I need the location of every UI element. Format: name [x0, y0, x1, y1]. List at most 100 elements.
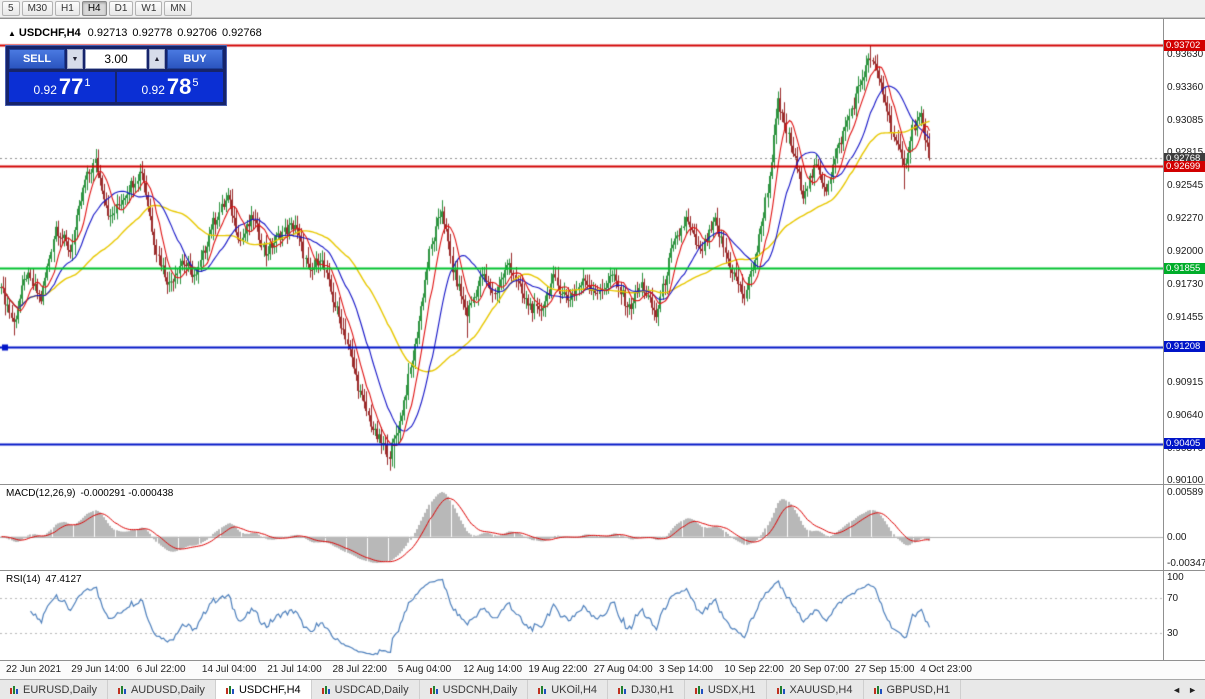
period-button-d1[interactable]: D1 [108, 1, 134, 16]
ohlc-high: 0.92778 [132, 27, 173, 39]
price-tag: 0.93702 [1164, 39, 1205, 51]
period-button-5[interactable]: 5 [2, 1, 20, 16]
quote-row: 0.92771 0.92785 [9, 72, 223, 102]
chart-icon [225, 685, 235, 694]
chart-icon [117, 685, 127, 694]
ask-price-display[interactable]: 0.92785 [117, 72, 223, 102]
time-axis-label: 4 Oct 23:00 [920, 664, 972, 675]
period-toolbar: 5 M30 H1 H4 D1 W1 MN [0, 0, 1205, 18]
macd-scale: 0.00589 0.00 -0.00347 [1163, 485, 1205, 570]
chart-tab-audusd[interactable]: AUDUSD,Daily [108, 680, 216, 699]
chart-tab-usdcad[interactable]: USDCAD,Daily [312, 680, 420, 699]
chart-symbol-label: USDCHF,H4 [18, 27, 81, 39]
trade-controls-row: SELL ▼ ▲ BUY [9, 49, 223, 69]
rsi-scale-label: 100 [1167, 572, 1184, 583]
macd-label: MACD(12,26,9) -0.000291 -0.000438 [6, 488, 179, 499]
price-tick-label: 0.93360 [1167, 81, 1204, 93]
chart-icon [321, 685, 331, 694]
chart-tabs: EURUSD,Daily AUDUSD,Daily USDCHF,H4 USDCAD,… [0, 680, 1164, 699]
time-axis-label: 29 Jun 14:00 [71, 664, 130, 675]
bid-price-display[interactable]: 0.92771 [9, 72, 115, 102]
rsi-scale-label: 30 [1167, 628, 1179, 640]
chart-icon [873, 685, 883, 694]
price-tick-label: 0.90100 [1167, 475, 1204, 487]
volume-input[interactable] [85, 49, 147, 69]
macd-canvas[interactable] [0, 485, 1163, 570]
ask-prefix: 0.92 [141, 83, 165, 97]
buy-button[interactable]: BUY [167, 49, 223, 69]
macd-values: -0.000291 -0.000438 [80, 488, 174, 499]
tab-label: XAUUSD,H4 [789, 683, 853, 696]
ohlc-close: 0.92768 [221, 27, 262, 39]
price-tick-label: 0.92270 [1167, 213, 1204, 225]
time-axis[interactable]: 22 Jun 2021 29 Jun 14:00 6 Jul 22:00 14 Jul… [0, 660, 1205, 679]
period-button-w1[interactable]: W1 [135, 1, 163, 16]
price-tag: 0.91208 [1164, 341, 1205, 353]
bid-prefix: 0.92 [33, 83, 57, 97]
price-tick-label: 0.92000 [1167, 245, 1204, 257]
bid-big-digits: 77 [58, 74, 84, 99]
one-click-collapse-icon[interactable]: ▲ [8, 29, 16, 38]
rsi-canvas[interactable] [0, 571, 1163, 660]
price-tick-label: 0.91455 [1167, 311, 1204, 323]
volume-decrease-button[interactable]: ▼ [67, 49, 83, 69]
ohlc-open: 0.92713 [87, 27, 128, 39]
tab-label: AUDUSD,Daily [130, 683, 205, 696]
tab-label: USDCNH,Daily [442, 683, 518, 696]
tab-label: EURUSD,Daily [23, 683, 97, 696]
period-button-mn[interactable]: MN [164, 1, 192, 16]
time-axis-label: 10 Sep 22:00 [724, 664, 784, 675]
chart-title: ▲ USDCHF,H4 0.92713 0.92778 0.92706 0.92768 [8, 27, 267, 39]
ask-pipette: 5 [192, 77, 199, 89]
macd-scale-label: 0.00589 [1167, 487, 1204, 498]
chart-icon [429, 685, 439, 694]
tabs-scroll-left-icon[interactable]: ◄ [1172, 684, 1182, 695]
time-axis-label: 20 Sep 07:00 [789, 664, 850, 675]
bid-pipette: 1 [84, 77, 91, 89]
macd-scale-label: 0.00 [1167, 531, 1187, 543]
time-axis-label: 12 Aug 14:00 [463, 664, 523, 675]
tab-label: UKOil,H4 [551, 683, 598, 696]
period-button-m30[interactable]: M30 [21, 1, 54, 16]
rsi-scale-label: 70 [1167, 592, 1179, 604]
volume-increase-button[interactable]: ▲ [149, 49, 165, 69]
price-tag: 0.90405 [1164, 438, 1205, 450]
time-axis-label: 14 Jul 04:00 [201, 664, 257, 675]
chart-tab-dj30[interactable]: DJ30,H1 [608, 680, 685, 699]
chart-tab-gbpusd[interactable]: GBPUSD,H1 [864, 680, 962, 699]
time-axis-label: 27 Aug 04:00 [593, 664, 653, 675]
ask-big-digits: 78 [166, 74, 192, 99]
price-tag: 0.91855 [1164, 262, 1205, 274]
one-click-trading-panel: SELL ▼ ▲ BUY 0.92771 0.92785 [5, 45, 227, 106]
chart-tab-xauusd[interactable]: XAUUSD,H4 [767, 680, 864, 699]
tab-label: USDCHF,H4 [238, 683, 301, 696]
tab-scroll-arrows: ◄ ► [1164, 680, 1205, 699]
chart-tab-usdchf[interactable]: USDCHF,H4 [215, 680, 312, 699]
price-scale[interactable]: 0.936300.933600.930850.928150.925450.922… [1163, 19, 1205, 487]
period-button-h1[interactable]: H1 [55, 1, 80, 16]
time-axis-label: 6 Jul 22:00 [136, 664, 186, 675]
macd-name: MACD(12,26,9) [6, 488, 76, 499]
chart-icon [694, 685, 704, 694]
chart-tab-usdx[interactable]: USDX,H1 [685, 680, 767, 699]
sell-button[interactable]: SELL [9, 49, 65, 69]
price-tag: 0.92768 [1164, 152, 1205, 164]
chart-tab-ukoil[interactable]: UKOil,H4 [528, 680, 609, 699]
rsi-scale: 100 70 30 [1163, 571, 1205, 660]
price-tick-label: 0.90640 [1167, 410, 1204, 422]
tab-label: DJ30,H1 [631, 683, 674, 696]
tabs-scroll-right-icon[interactable]: ► [1188, 684, 1197, 695]
tab-label: USDCAD,Daily [334, 683, 409, 696]
price-tick-label: 0.91730 [1167, 278, 1204, 290]
chart-tab-eurusd[interactable]: EURUSD,Daily [0, 680, 108, 699]
time-axis-label: 5 Aug 04:00 [397, 664, 452, 675]
price-tick-label: 0.93630 [1167, 49, 1204, 61]
chart-tab-bar: EURUSD,Daily AUDUSD,Daily USDCHF,H4 USDCAD,… [0, 679, 1205, 699]
period-button-h4[interactable]: H4 [81, 1, 107, 16]
price-tick-label: 0.90915 [1167, 376, 1204, 388]
macd-scale-label: -0.00347 [1167, 558, 1205, 569]
chart-tab-usdcnh[interactable]: USDCNH,Daily [420, 680, 529, 699]
rsi-label: RSI(14) 47.4127 [6, 574, 87, 585]
chart-icon [538, 685, 547, 694]
time-axis-label: 21 Jul 14:00 [267, 664, 322, 675]
